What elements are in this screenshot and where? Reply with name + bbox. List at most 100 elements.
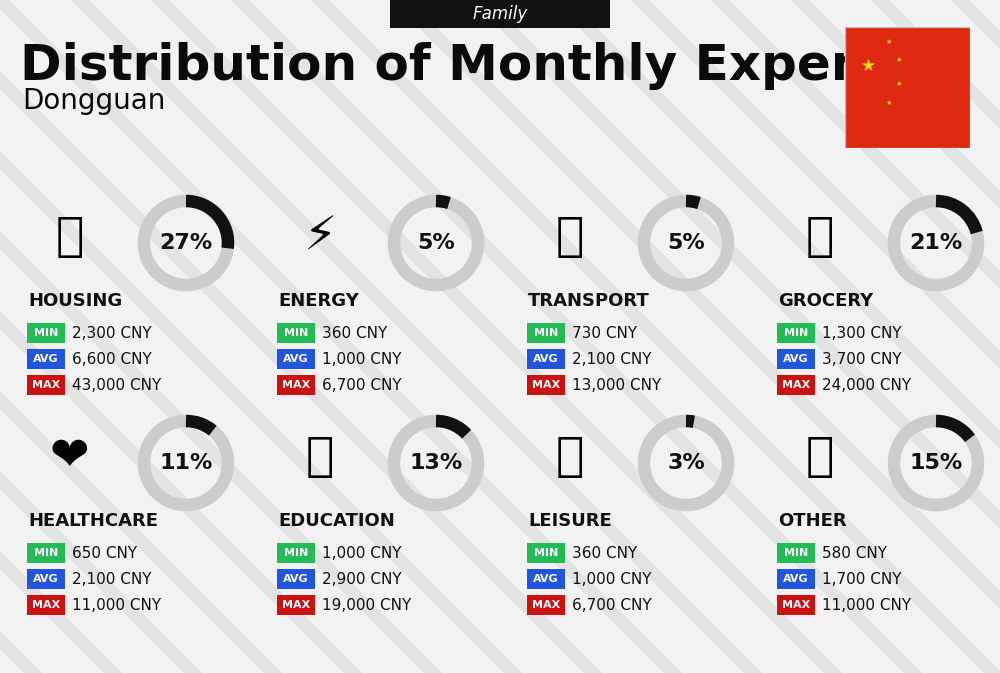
FancyBboxPatch shape — [777, 543, 815, 563]
Text: 1,000 CNY: 1,000 CNY — [322, 351, 402, 367]
Text: 27%: 27% — [159, 233, 213, 253]
Text: HEALTHCARE: HEALTHCARE — [28, 512, 158, 530]
Text: GROCERY: GROCERY — [778, 292, 873, 310]
Text: MAX: MAX — [282, 380, 310, 390]
Text: 650 CNY: 650 CNY — [72, 546, 137, 561]
Text: 360 CNY: 360 CNY — [572, 546, 637, 561]
Text: Family: Family — [472, 5, 528, 23]
Text: 2,300 CNY: 2,300 CNY — [72, 326, 152, 341]
Text: 2,100 CNY: 2,100 CNY — [72, 571, 152, 586]
Text: 1,000 CNY: 1,000 CNY — [572, 571, 652, 586]
Text: 13,000 CNY: 13,000 CNY — [572, 378, 661, 392]
FancyBboxPatch shape — [777, 375, 815, 395]
Text: 24,000 CNY: 24,000 CNY — [822, 378, 911, 392]
Text: 6,700 CNY: 6,700 CNY — [572, 598, 652, 612]
FancyBboxPatch shape — [277, 569, 315, 589]
Text: 1,000 CNY: 1,000 CNY — [322, 546, 402, 561]
Text: OTHER: OTHER — [778, 512, 847, 530]
Text: 🚌: 🚌 — [556, 215, 584, 260]
Text: 360 CNY: 360 CNY — [322, 326, 387, 341]
Text: ★: ★ — [886, 39, 892, 45]
Text: 1,700 CNY: 1,700 CNY — [822, 571, 902, 586]
Text: HOUSING: HOUSING — [28, 292, 122, 310]
Text: 🛒: 🛒 — [806, 215, 834, 260]
Text: MIN: MIN — [784, 328, 808, 338]
Text: EDUCATION: EDUCATION — [278, 512, 395, 530]
Text: AVG: AVG — [533, 574, 559, 584]
FancyBboxPatch shape — [27, 569, 65, 589]
Text: 43,000 CNY: 43,000 CNY — [72, 378, 161, 392]
Text: MAX: MAX — [532, 380, 560, 390]
Text: MAX: MAX — [32, 600, 60, 610]
FancyBboxPatch shape — [527, 375, 565, 395]
Text: 13%: 13% — [409, 453, 463, 473]
FancyBboxPatch shape — [277, 349, 315, 369]
Text: MAX: MAX — [782, 600, 810, 610]
Text: LEISURE: LEISURE — [528, 512, 612, 530]
FancyBboxPatch shape — [277, 543, 315, 563]
Text: AVG: AVG — [283, 574, 309, 584]
Text: ENERGY: ENERGY — [278, 292, 359, 310]
Text: 15%: 15% — [909, 453, 963, 473]
Text: ❤️: ❤️ — [50, 435, 90, 481]
Text: MAX: MAX — [32, 380, 60, 390]
FancyBboxPatch shape — [527, 595, 565, 615]
Text: 19,000 CNY: 19,000 CNY — [322, 598, 411, 612]
Text: 11%: 11% — [159, 453, 213, 473]
FancyBboxPatch shape — [27, 375, 65, 395]
Text: ★: ★ — [860, 57, 875, 75]
Text: MIN: MIN — [534, 548, 558, 558]
FancyBboxPatch shape — [777, 323, 815, 343]
FancyBboxPatch shape — [527, 323, 565, 343]
FancyBboxPatch shape — [277, 323, 315, 343]
Text: Distribution of Monthly Expenses: Distribution of Monthly Expenses — [20, 42, 960, 90]
FancyBboxPatch shape — [527, 543, 565, 563]
FancyBboxPatch shape — [390, 0, 610, 28]
Text: 3,700 CNY: 3,700 CNY — [822, 351, 902, 367]
Text: 🎓: 🎓 — [306, 435, 334, 481]
Text: 1,300 CNY: 1,300 CNY — [822, 326, 902, 341]
Text: MIN: MIN — [284, 328, 308, 338]
Text: MIN: MIN — [784, 548, 808, 558]
Text: 🏢: 🏢 — [56, 215, 84, 260]
Text: 2,900 CNY: 2,900 CNY — [322, 571, 402, 586]
FancyBboxPatch shape — [777, 569, 815, 589]
Text: Dongguan: Dongguan — [22, 87, 165, 115]
Text: MIN: MIN — [534, 328, 558, 338]
Text: 2,100 CNY: 2,100 CNY — [572, 351, 652, 367]
FancyBboxPatch shape — [27, 349, 65, 369]
Text: 11,000 CNY: 11,000 CNY — [72, 598, 161, 612]
Text: 3%: 3% — [667, 453, 705, 473]
Text: 🛍️: 🛍️ — [556, 435, 584, 481]
FancyBboxPatch shape — [277, 375, 315, 395]
Text: AVG: AVG — [783, 354, 809, 364]
FancyBboxPatch shape — [777, 595, 815, 615]
Text: AVG: AVG — [33, 354, 59, 364]
Text: 580 CNY: 580 CNY — [822, 546, 887, 561]
FancyBboxPatch shape — [27, 543, 65, 563]
Text: MIN: MIN — [34, 548, 58, 558]
Text: ⚡: ⚡ — [303, 215, 337, 260]
Text: 11,000 CNY: 11,000 CNY — [822, 598, 911, 612]
Text: TRANSPORT: TRANSPORT — [528, 292, 650, 310]
FancyBboxPatch shape — [27, 323, 65, 343]
Text: AVG: AVG — [533, 354, 559, 364]
Text: MIN: MIN — [284, 548, 308, 558]
Text: 730 CNY: 730 CNY — [572, 326, 637, 341]
Text: 💰: 💰 — [806, 435, 834, 481]
FancyBboxPatch shape — [527, 569, 565, 589]
FancyBboxPatch shape — [845, 27, 970, 148]
Text: MIN: MIN — [34, 328, 58, 338]
Text: ★: ★ — [886, 100, 892, 106]
Text: MAX: MAX — [282, 600, 310, 610]
Text: MAX: MAX — [782, 380, 810, 390]
Text: ★: ★ — [896, 57, 902, 63]
FancyBboxPatch shape — [27, 595, 65, 615]
Text: 21%: 21% — [909, 233, 963, 253]
Text: MAX: MAX — [532, 600, 560, 610]
Text: AVG: AVG — [783, 574, 809, 584]
Text: 6,700 CNY: 6,700 CNY — [322, 378, 402, 392]
FancyBboxPatch shape — [277, 595, 315, 615]
Text: AVG: AVG — [283, 354, 309, 364]
Text: 5%: 5% — [667, 233, 705, 253]
